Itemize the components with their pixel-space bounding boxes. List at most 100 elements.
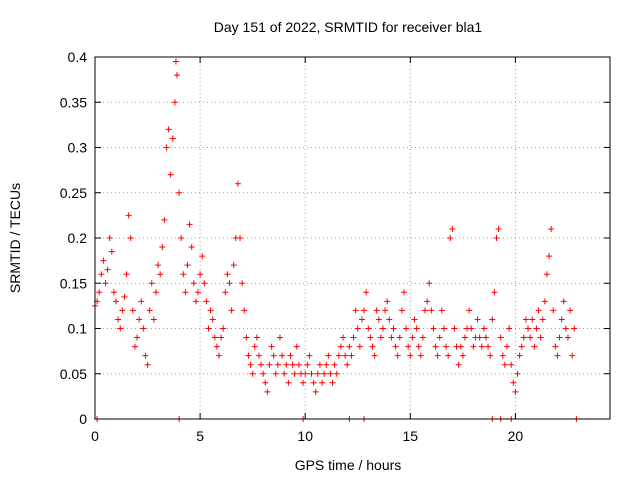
data-point: [459, 352, 466, 359]
data-point: [304, 361, 311, 368]
data-point: [497, 334, 504, 341]
data-point: [150, 316, 157, 323]
data-point: [520, 334, 527, 341]
data-point: [136, 316, 143, 323]
data-point: [314, 370, 321, 377]
data-point: [409, 334, 416, 341]
data-point: [325, 352, 332, 359]
data-point: [527, 334, 534, 341]
data-point: [178, 235, 185, 241]
gridlines: [95, 57, 610, 419]
data-point: [398, 307, 405, 314]
data-point: [173, 72, 180, 79]
data-point: [268, 343, 275, 350]
data-point: [508, 361, 515, 368]
data-point: [211, 334, 218, 341]
data-point: [106, 235, 113, 241]
x-tick-labels: 0 5 10 15 20: [91, 428, 523, 444]
data-point: [172, 58, 179, 65]
data-point: [123, 271, 130, 278]
data-point: [379, 325, 386, 332]
data-point: [514, 370, 521, 377]
data-point: [249, 370, 256, 377]
data-point: [169, 135, 176, 142]
data-point: [377, 334, 384, 341]
data-point: [274, 361, 281, 368]
data-point: [230, 262, 237, 269]
x-tick-label: 20: [508, 428, 524, 444]
data-point: [281, 370, 288, 377]
data-point: [333, 370, 340, 377]
data-point: [337, 343, 344, 350]
data-point: [468, 325, 475, 332]
data-point: [98, 271, 105, 278]
data-point: [255, 352, 262, 359]
data-point: [482, 334, 489, 341]
data-point: [192, 298, 199, 305]
data-point: [241, 307, 248, 314]
data-point: [495, 225, 502, 232]
x-tick-label: 10: [297, 428, 313, 444]
data-point: [552, 343, 559, 350]
data-point: [108, 248, 115, 255]
data-point: [308, 370, 315, 377]
data-point: [535, 307, 542, 314]
data-point: [180, 271, 187, 278]
data-point: [302, 370, 309, 377]
data-point: [438, 307, 445, 314]
data-point: [100, 257, 107, 264]
data-point: [207, 307, 214, 314]
chart-title: Day 151 of 2022, SRMTID for receiver bla…: [214, 19, 483, 35]
y-tick-labels: 0 0.05 0.1 0.15 0.2 0.25 0.3 0.35 0.4: [60, 49, 87, 427]
data-point: [344, 361, 351, 368]
data-point: [127, 235, 134, 241]
data-point: [220, 325, 227, 332]
data-point: [129, 307, 136, 314]
data-point: [300, 379, 307, 386]
data-point: [560, 298, 567, 305]
data-point: [237, 235, 244, 241]
data-point: [312, 388, 319, 395]
data-point: [350, 334, 357, 341]
data-point: [195, 289, 201, 296]
data-point: [239, 280, 246, 287]
data-point: [319, 379, 326, 386]
data-point: [201, 280, 208, 287]
data-point: [567, 307, 574, 314]
data-point: [564, 334, 571, 341]
data-point: [96, 289, 103, 296]
data-point: [403, 325, 410, 332]
data-point: [474, 316, 481, 323]
data-points: [92, 58, 580, 422]
y-tick-label: 0.05: [60, 366, 87, 382]
data-point: [476, 334, 483, 341]
data-point: [134, 334, 141, 341]
data-point: [550, 307, 557, 314]
data-point: [335, 352, 342, 359]
data-point: [480, 325, 487, 332]
data-point: [361, 307, 368, 314]
data-point: [113, 298, 120, 305]
data-point: [157, 271, 164, 278]
data-point: [487, 352, 494, 359]
data-point: [327, 370, 334, 377]
data-point: [184, 262, 191, 269]
data-point: [262, 379, 269, 386]
data-point: [522, 316, 529, 323]
y-tick-label: 0.3: [68, 140, 88, 156]
data-point: [159, 244, 166, 251]
data-point: [348, 352, 355, 359]
data-point: [321, 370, 328, 377]
data-point: [264, 388, 271, 395]
data-point: [445, 352, 452, 359]
data-point: [140, 325, 147, 332]
data-point: [449, 225, 456, 232]
data-point: [131, 343, 138, 350]
data-point: [466, 307, 473, 314]
data-point: [190, 280, 197, 287]
x-tick-label: 5: [196, 428, 204, 444]
data-point: [251, 343, 258, 350]
data-point: [504, 343, 510, 350]
